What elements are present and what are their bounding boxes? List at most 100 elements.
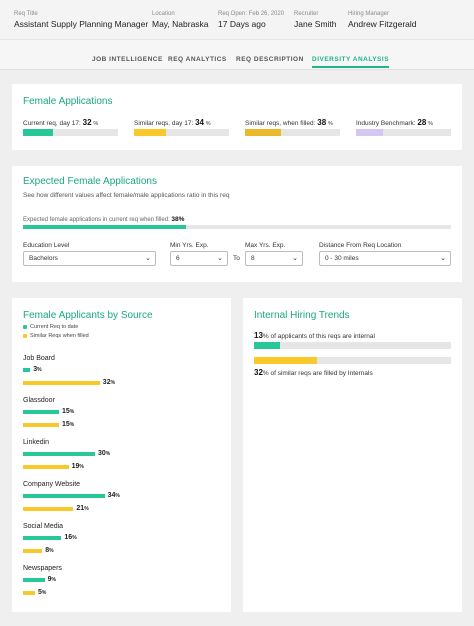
- female-metric-fill: [23, 129, 54, 136]
- source-value-unit: %: [110, 380, 116, 386]
- source-current-value: 15%: [62, 408, 74, 415]
- location-value: May, Nabraska: [152, 19, 209, 29]
- source-current-number: 34: [107, 492, 116, 499]
- source-current-number: 9: [47, 576, 52, 583]
- min-exp-label: Min Yrs. Exp.: [170, 242, 209, 249]
- female-metric-value: 32: [82, 118, 92, 127]
- source-value-unit: %: [79, 464, 84, 470]
- source-similar-number: 5: [38, 589, 42, 596]
- source-similar-number: 21: [76, 505, 85, 512]
- female-metric-unit: %: [327, 121, 333, 127]
- distance-value: 0 - 30 miles: [325, 255, 359, 262]
- female-metric-track: [23, 129, 118, 136]
- internal-row2-fill: [254, 357, 318, 364]
- source-value-unit: %: [51, 577, 56, 583]
- source-name: Newspapers: [23, 565, 62, 572]
- education-level-select[interactable]: Bachelors ⌄: [23, 251, 156, 266]
- source-similar-value: 21%: [76, 505, 88, 512]
- source-current-number: 15: [62, 408, 70, 415]
- source-current-bar: [23, 452, 95, 456]
- expected-female-subtitle: See how different values affect female/m…: [23, 192, 230, 199]
- distance-select[interactable]: 0 - 30 miles ⌄: [319, 251, 451, 266]
- female-metric-label: Similar reqs, when filled: 38 %: [245, 118, 333, 127]
- female-metric-unit: %: [93, 121, 99, 127]
- internal-row1-value: 13: [254, 331, 263, 340]
- legend-current: Current Req to date: [23, 324, 78, 330]
- female-metric-text: Similar reqs, when filled:: [245, 120, 316, 127]
- internal-row2-text: % of similar reqs are filled by Internal…: [262, 370, 373, 377]
- source-similar-bar: [23, 423, 59, 427]
- source-similar-number: 15: [62, 421, 70, 428]
- recruiter-value: Jane Smith: [294, 19, 337, 29]
- max-exp-value: 8: [251, 255, 255, 262]
- source-name: Company Website: [23, 481, 81, 488]
- source-name: Linkedin: [23, 439, 50, 446]
- to-label: To: [233, 255, 240, 262]
- female-metric-fill: [134, 129, 167, 136]
- location-label: Location: [152, 11, 175, 17]
- legend-current-swatch: [23, 324, 27, 329]
- female-metric-label: Similar reqs, day 17: 34 %: [134, 118, 211, 127]
- expected-bar-value: 38%: [171, 216, 185, 223]
- female-metric-track: [356, 129, 451, 136]
- internal-row2-label: 32% of similar reqs are filled by Intern…: [254, 368, 373, 377]
- tab-diversity-analysis[interactable]: DIVERSITY ANALYSIS: [312, 56, 390, 68]
- source-value-unit: %: [37, 367, 42, 373]
- expected-bar-label: Expected female applications in current …: [23, 216, 184, 223]
- tab-req-analytics[interactable]: REQ ANALYTICS: [168, 56, 227, 63]
- source-value-unit: %: [69, 409, 75, 415]
- source-similar-value: 32%: [103, 379, 115, 386]
- female-metric-text: Similar reqs, day 17:: [134, 120, 194, 127]
- female-metric-unit: %: [205, 121, 211, 127]
- source-value-unit: %: [115, 493, 120, 499]
- expected-bar-track: [23, 225, 451, 229]
- source-current-bar: [23, 410, 59, 414]
- source-current-number: 3: [33, 366, 38, 373]
- source-name: Social Media: [23, 523, 64, 530]
- internal-row2-track: [254, 357, 451, 364]
- source-value-unit: %: [105, 451, 111, 457]
- expected-bar-text: Expected female applications in current …: [23, 217, 170, 223]
- source-similar-value: 19%: [72, 463, 84, 470]
- tab-job-intelligence[interactable]: JOB INTELLIGENCE: [92, 56, 163, 63]
- female-metric-track: [134, 129, 229, 136]
- recruiter-label: Recruiter: [294, 11, 319, 17]
- internal-row1-fill: [254, 342, 280, 349]
- source-current-bar: [23, 494, 105, 498]
- female-metric-label: Current req, day 17: 32 %: [23, 118, 98, 127]
- source-similar-number: 19: [71, 463, 80, 470]
- source-value-unit: %: [72, 535, 77, 541]
- internal-row2-value: 32: [254, 368, 263, 377]
- female-metric-text: Current req, day 17:: [23, 120, 81, 127]
- female-applications-card: Female Applications Current req, day 17:…: [12, 84, 462, 150]
- max-exp-select[interactable]: 8 ⌄: [245, 251, 303, 266]
- source-similar-value: 15%: [62, 421, 74, 428]
- req-open-value: 17 Days ago: [218, 19, 266, 29]
- distance-label: Distance From Req Location: [319, 242, 402, 249]
- req-title-label: Req Title: [14, 11, 38, 17]
- hiring-manager-label: Hiring Manager: [348, 11, 390, 17]
- education-level-value: Bachelors: [29, 255, 58, 262]
- min-exp-select[interactable]: 6 ⌄: [170, 251, 228, 266]
- req-title-field: Req Title Assistant Supply Planning Mana…: [14, 11, 148, 30]
- expected-female-title: Expected Female Applications: [23, 176, 157, 187]
- applicants-by-source-card: Female Applicants by Source Current Req …: [12, 298, 231, 612]
- female-metric-label: Industry Benchmark: 28 %: [356, 118, 433, 127]
- female-metric-track: [245, 129, 340, 136]
- max-exp-label: Max Yrs. Exp.: [245, 242, 286, 249]
- chevron-down-icon: ⌄: [217, 255, 223, 262]
- female-metric-value: 34: [195, 118, 204, 127]
- female-applications-title: Female Applications: [23, 96, 113, 107]
- req-open-label: Req Open: Feb 26, 2020: [218, 11, 285, 17]
- source-current-value: 34%: [108, 492, 120, 499]
- source-current-bar: [23, 536, 62, 540]
- source-similar-value: 5%: [38, 589, 46, 596]
- source-current-value: 9%: [48, 576, 56, 583]
- source-similar-number: 32: [102, 379, 111, 386]
- female-metric-text: Industry Benchmark:: [356, 120, 416, 127]
- female-metric-value: 38: [317, 118, 327, 127]
- source-similar-bar: [23, 549, 43, 553]
- legend-similar: Similar Reqs when filled: [23, 333, 89, 339]
- source-current-bar: [23, 578, 45, 582]
- tab-req-description[interactable]: REQ DESCRIPTION: [236, 56, 304, 63]
